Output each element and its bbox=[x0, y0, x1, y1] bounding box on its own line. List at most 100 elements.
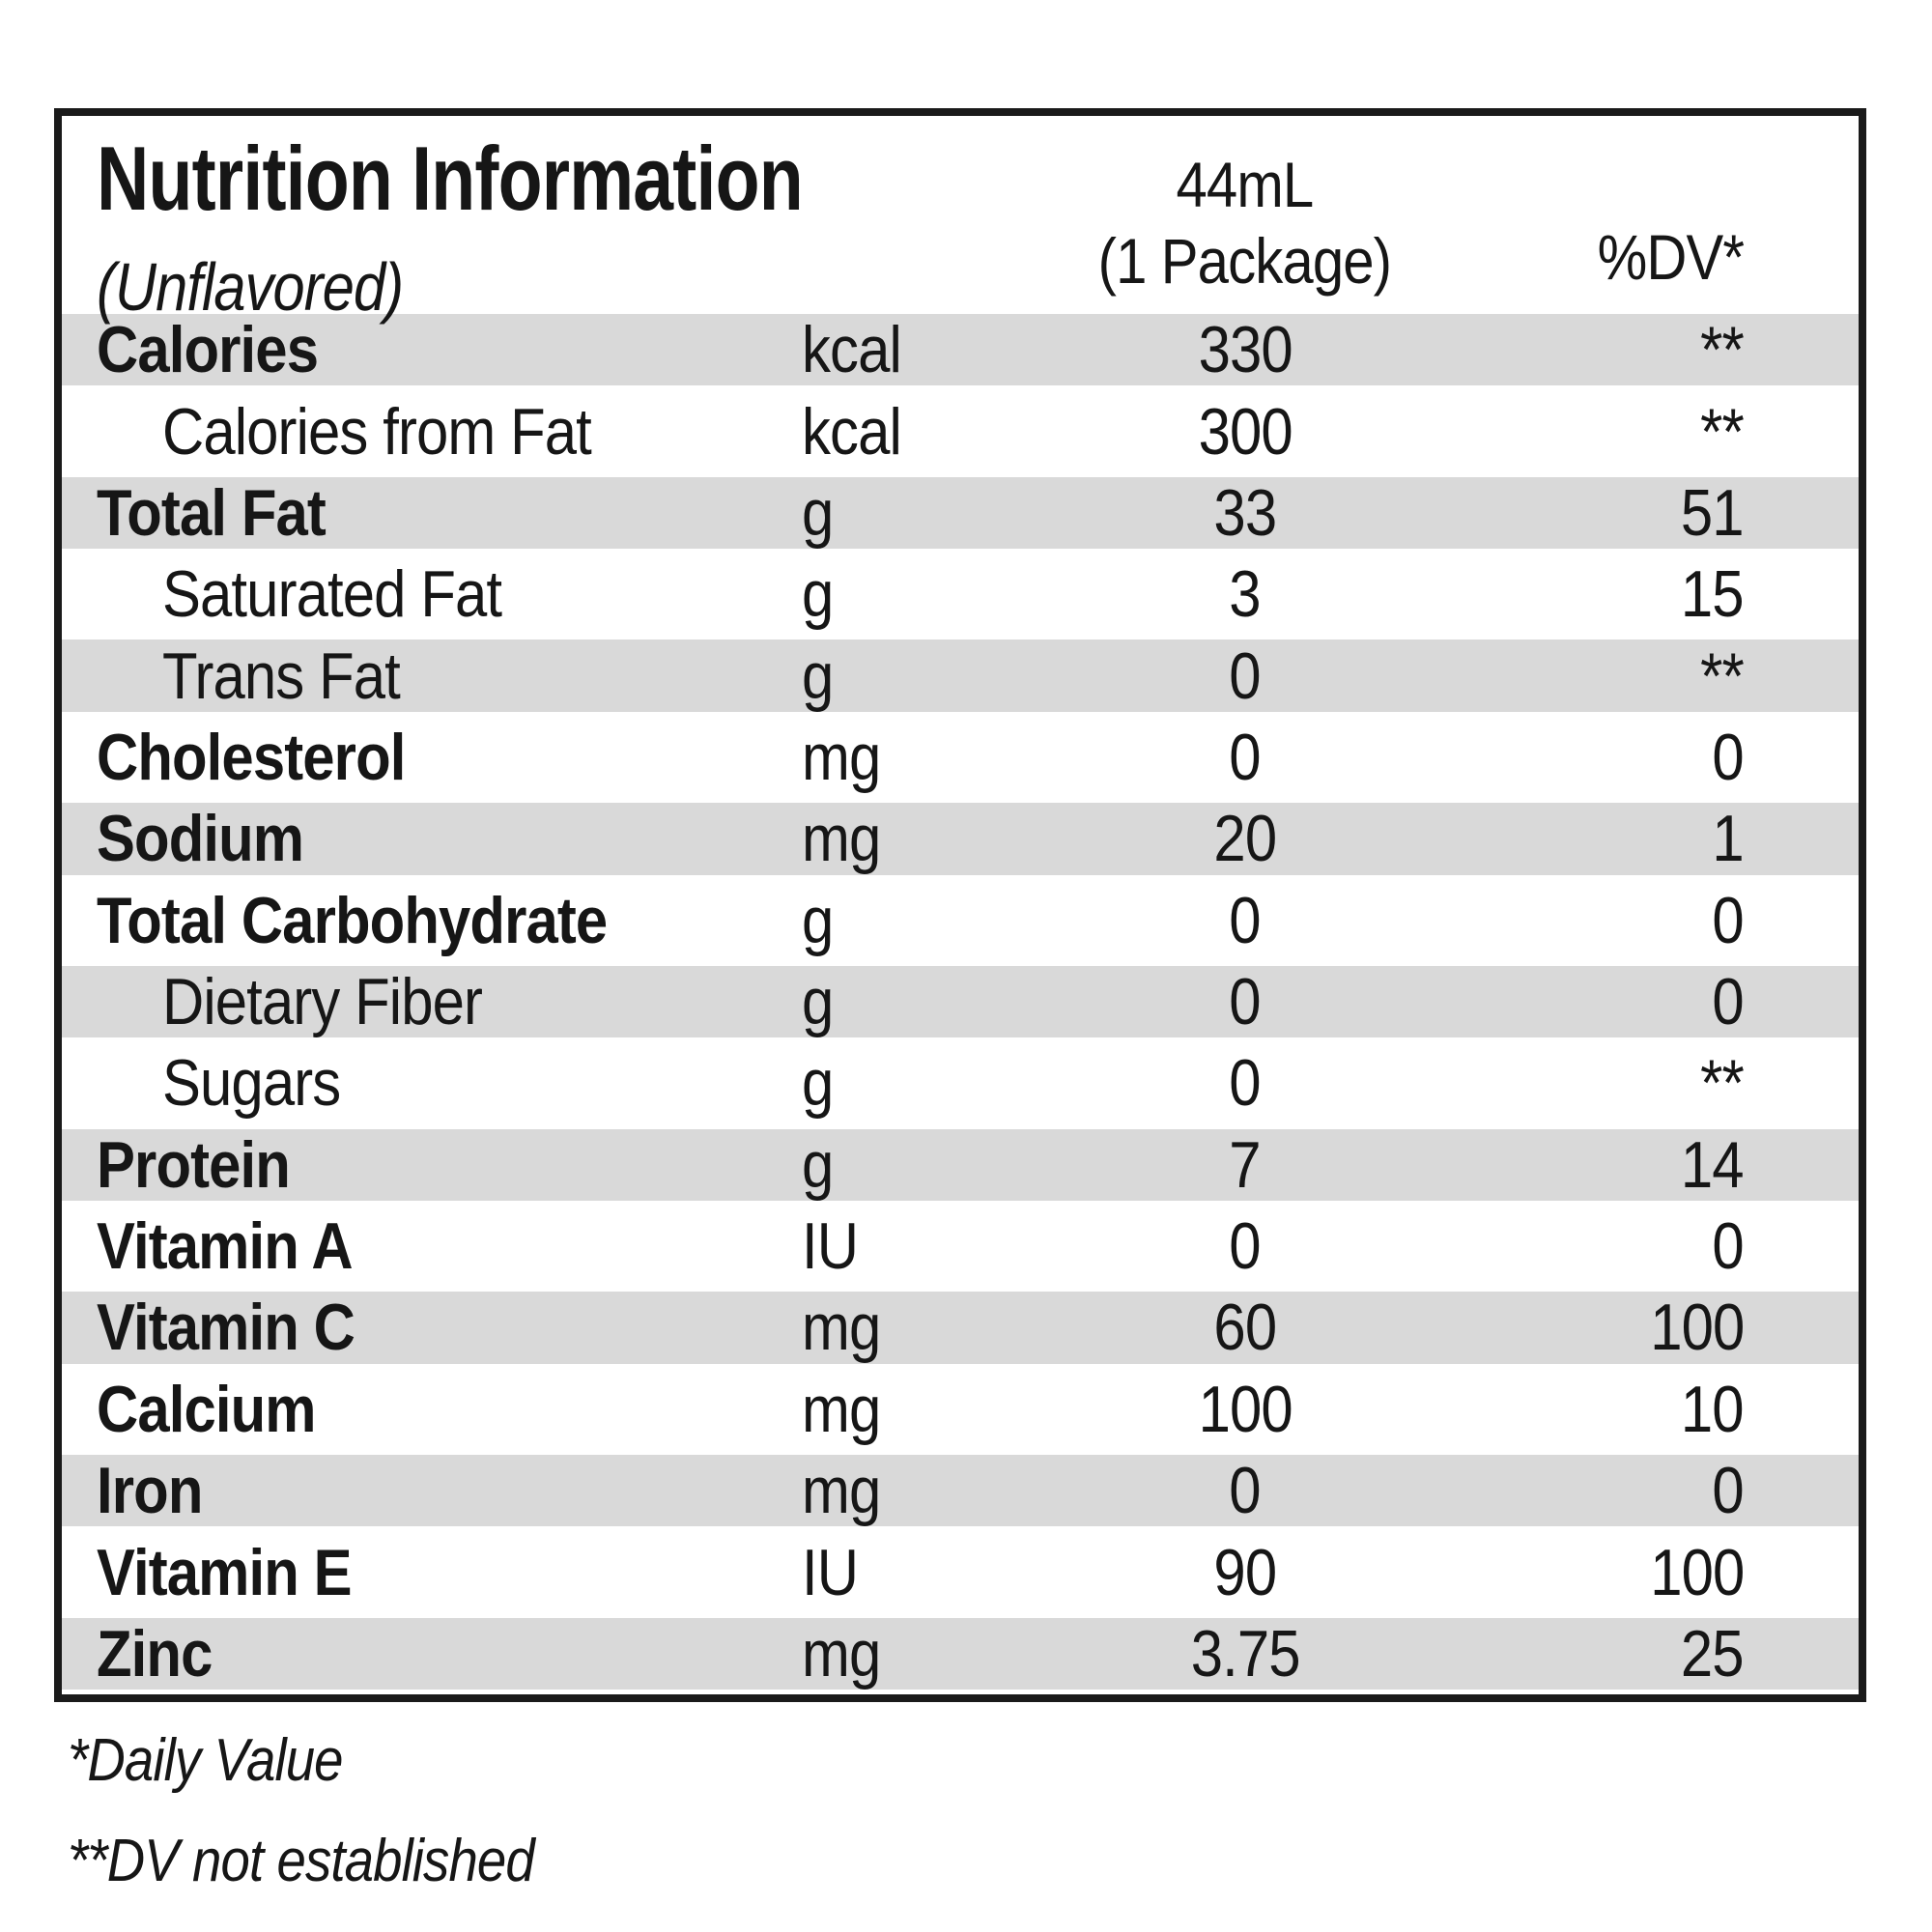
nutrient-dv: 100 bbox=[1649, 1291, 1745, 1365]
table-row: Vitamin E IU 90 100 bbox=[62, 1531, 1859, 1612]
nutrient-amount: 33 bbox=[1213, 475, 1277, 550]
nutrient-amount: 0 bbox=[1229, 1209, 1262, 1284]
nutrient-unit: g bbox=[802, 1127, 834, 1202]
nutrient-unit: IU bbox=[802, 1209, 859, 1284]
nutrient-amount: 60 bbox=[1213, 1291, 1277, 1365]
table-row: Protein g 7 14 bbox=[62, 1123, 1859, 1206]
nutrient-unit: kcal bbox=[802, 394, 902, 469]
nutrient-amount: 0 bbox=[1229, 639, 1262, 713]
flavor-note: (Unflavored) bbox=[97, 249, 404, 325]
nutrient-dv: ** bbox=[1700, 1046, 1745, 1121]
header-unit-spacer bbox=[802, 116, 1032, 309]
nutrient-amount: 0 bbox=[1229, 720, 1262, 794]
table-row: Vitamin C mg 60 100 bbox=[62, 1287, 1859, 1369]
nutrient-name: Dietary Fiber bbox=[162, 965, 483, 1039]
nutrient-amount: 0 bbox=[1229, 1454, 1262, 1528]
nutrient-amount: 300 bbox=[1198, 394, 1293, 469]
nutrient-dv: ** bbox=[1700, 394, 1745, 469]
serving-size-volume: 44mL bbox=[1176, 148, 1315, 220]
nutrient-name: Vitamin A bbox=[97, 1209, 354, 1284]
nutrient-amount: 330 bbox=[1198, 313, 1293, 387]
nutrient-name: Vitamin C bbox=[97, 1291, 355, 1365]
table-row: Saturated Fat g 3 15 bbox=[62, 554, 1859, 635]
nutrient-dv: 25 bbox=[1681, 1616, 1745, 1690]
table-row: Dietary Fiber g 0 0 bbox=[62, 960, 1859, 1043]
table-row: Total Fat g 33 51 bbox=[62, 471, 1859, 554]
nutrient-dv: 0 bbox=[1712, 1209, 1745, 1284]
nutrient-unit: kcal bbox=[802, 313, 902, 387]
footnotes: *Daily Value **DV not established bbox=[68, 1731, 598, 1891]
header-title-block: Nutrition Information (Unflavored) bbox=[62, 116, 804, 322]
table-row: Cholesterol mg 0 0 bbox=[62, 717, 1859, 798]
nutrient-amount: 0 bbox=[1229, 965, 1262, 1039]
nutrition-table: Nutrition Information (Unflavored) 44mL … bbox=[54, 108, 1866, 1702]
nutrient-unit: g bbox=[802, 639, 834, 713]
table-row: Total Carbohydrate g 0 0 bbox=[62, 880, 1859, 961]
nutrient-dv: 14 bbox=[1681, 1127, 1745, 1202]
nutrient-name: Vitamin E bbox=[97, 1535, 353, 1609]
nutrient-amount: 3.75 bbox=[1190, 1616, 1300, 1690]
serving-size-package: (1 Package) bbox=[1098, 224, 1392, 297]
table-row: Zinc mg 3.75 25 bbox=[62, 1612, 1859, 1695]
nutrient-name: Total Fat bbox=[97, 475, 327, 550]
nutrient-unit: mg bbox=[802, 1291, 881, 1365]
table-body: Calories kcal 330 ** Calories from Fat k… bbox=[62, 309, 1859, 1695]
nutrient-amount: 20 bbox=[1213, 802, 1277, 876]
nutrient-unit: g bbox=[802, 475, 834, 550]
nutrient-name: Protein bbox=[97, 1127, 291, 1202]
nutrient-dv: ** bbox=[1700, 639, 1745, 713]
nutrient-name: Saturated Fat bbox=[162, 557, 502, 632]
nutrient-dv: 100 bbox=[1649, 1535, 1745, 1609]
nutrient-unit: g bbox=[802, 557, 834, 632]
table-row: Vitamin A IU 0 0 bbox=[62, 1206, 1859, 1287]
nutrient-dv: 1 bbox=[1712, 802, 1745, 876]
serving-size-header: 44mL (1 Package) bbox=[1032, 116, 1458, 309]
nutrient-unit: mg bbox=[802, 1372, 881, 1446]
nutrient-name: Calcium bbox=[97, 1372, 317, 1446]
nutrient-unit: g bbox=[802, 965, 834, 1039]
nutrient-unit: mg bbox=[802, 1616, 881, 1690]
table-row: Sodium mg 20 1 bbox=[62, 798, 1859, 880]
nutrient-name: Calories bbox=[97, 313, 319, 387]
nutrient-unit: g bbox=[802, 1046, 834, 1121]
nutrient-amount: 100 bbox=[1198, 1372, 1293, 1446]
footnote-daily-value: *Daily Value bbox=[68, 1727, 344, 1794]
nutrient-dv: 15 bbox=[1681, 557, 1745, 632]
nutrient-name: Trans Fat bbox=[162, 639, 401, 713]
nutrient-dv: 0 bbox=[1712, 1454, 1745, 1528]
table-row: Calcium mg 100 10 bbox=[62, 1369, 1859, 1450]
table-row: Iron mg 0 0 bbox=[62, 1450, 1859, 1532]
table-header: Nutrition Information (Unflavored) 44mL … bbox=[62, 116, 1859, 322]
nutrient-amount: 90 bbox=[1213, 1535, 1277, 1609]
nutrient-name: Sugars bbox=[162, 1046, 341, 1121]
table-row: Trans Fat g 0 ** bbox=[62, 635, 1859, 717]
nutrient-unit: mg bbox=[802, 1454, 881, 1528]
table-row: Calories kcal 330 ** bbox=[62, 309, 1859, 391]
nutrient-dv: 0 bbox=[1712, 965, 1745, 1039]
nutrient-name: Iron bbox=[97, 1454, 203, 1528]
nutrient-amount: 0 bbox=[1229, 883, 1262, 957]
nutrient-name: Sodium bbox=[97, 802, 304, 876]
nutrient-name: Zinc bbox=[97, 1616, 213, 1690]
nutrient-unit: mg bbox=[802, 720, 881, 794]
nutrient-unit: g bbox=[802, 883, 834, 957]
nutrient-name: Total Carbohydrate bbox=[97, 883, 608, 957]
nutrient-dv: 0 bbox=[1712, 883, 1745, 957]
nutrient-name: Cholesterol bbox=[97, 720, 406, 794]
nutrient-name: Calories from Fat bbox=[162, 394, 592, 469]
nutrient-amount: 7 bbox=[1229, 1127, 1262, 1202]
page-title: Nutrition Information bbox=[97, 128, 804, 229]
nutrient-amount: 3 bbox=[1229, 557, 1262, 632]
table-row: Sugars g 0 ** bbox=[62, 1042, 1859, 1123]
table-row: Calories from Fat kcal 300 ** bbox=[62, 390, 1859, 471]
nutrient-unit: IU bbox=[802, 1535, 859, 1609]
nutrient-unit: mg bbox=[802, 802, 881, 876]
nutrient-dv: 10 bbox=[1681, 1372, 1745, 1446]
nutrient-dv: 51 bbox=[1681, 475, 1745, 550]
daily-value-header: %DV* bbox=[1597, 220, 1745, 293]
nutrient-dv: ** bbox=[1700, 313, 1745, 387]
footnote-dv-not-established: **DV not established bbox=[68, 1828, 535, 1894]
nutrient-amount: 0 bbox=[1229, 1046, 1262, 1121]
nutrient-dv: 0 bbox=[1712, 720, 1745, 794]
